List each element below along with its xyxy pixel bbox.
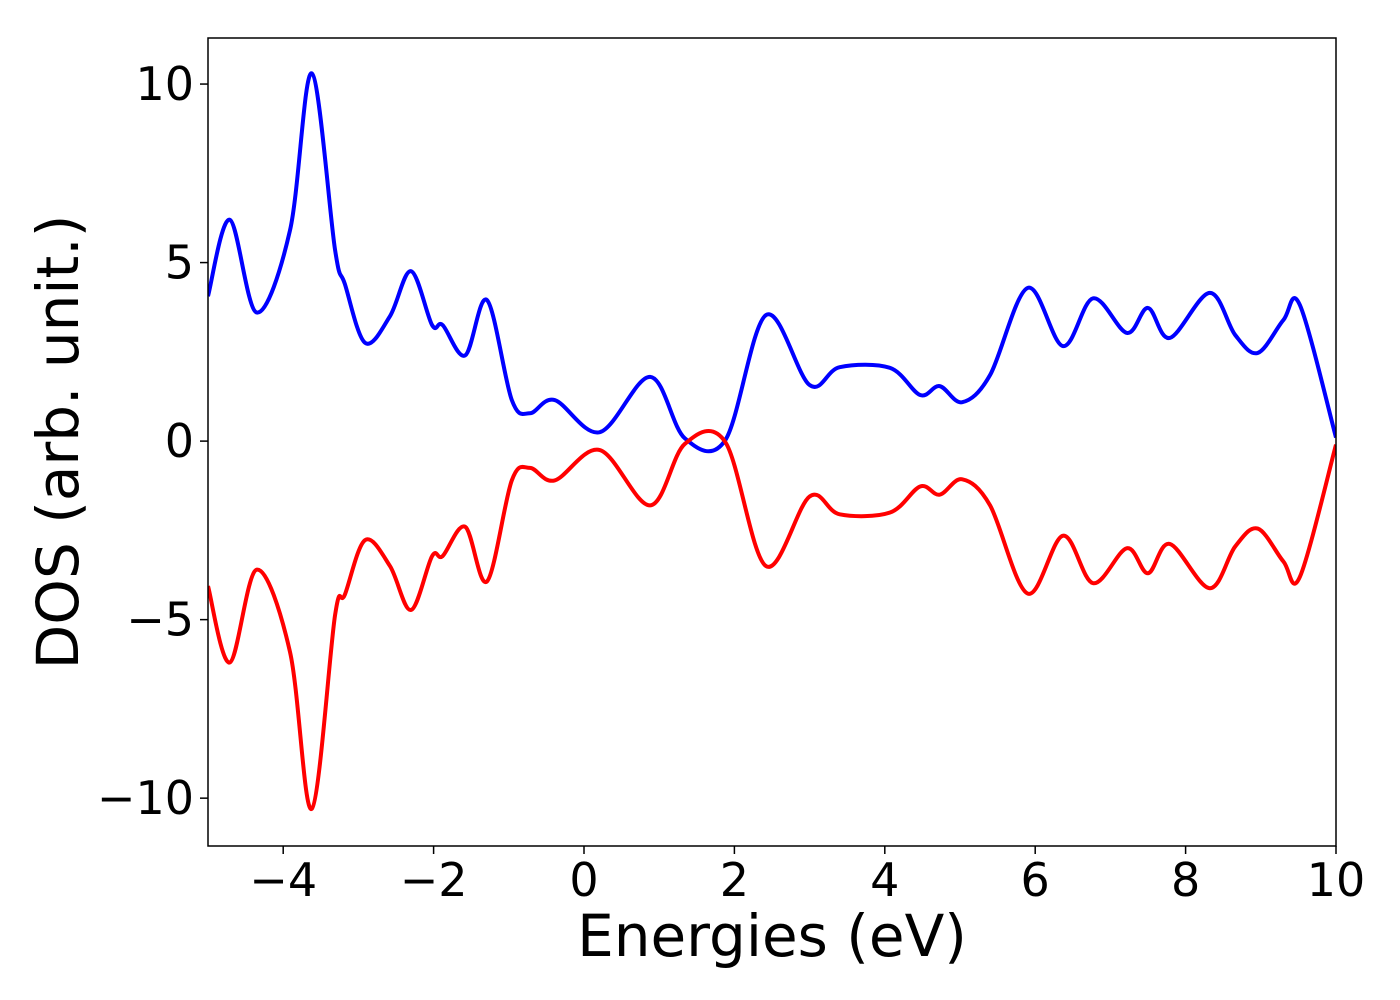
x-tick-label: 0: [569, 853, 598, 907]
y-axis-label: DOS (arb. unit.): [24, 215, 92, 670]
x-tick-label: −4: [249, 853, 317, 907]
y-tick-label: 0: [165, 414, 194, 468]
x-tick-label: 8: [1171, 853, 1200, 907]
x-tick-label: 2: [720, 853, 749, 907]
series-line: [208, 71, 1336, 454]
x-tick-label: −2: [400, 853, 468, 907]
x-axis-label: Energies (eV): [577, 902, 967, 970]
plot-frame: [207, 37, 1337, 847]
y-tick-label: −10: [97, 771, 194, 825]
x-tick-label: 4: [870, 853, 899, 907]
x-tick-label: 10: [1307, 853, 1366, 907]
y-tick-label: 10: [135, 57, 194, 111]
y-tick-label: −5: [126, 593, 194, 647]
y-tick-label: 5: [165, 236, 194, 290]
series-line: [208, 429, 1336, 811]
x-tick-label: 6: [1021, 853, 1050, 907]
